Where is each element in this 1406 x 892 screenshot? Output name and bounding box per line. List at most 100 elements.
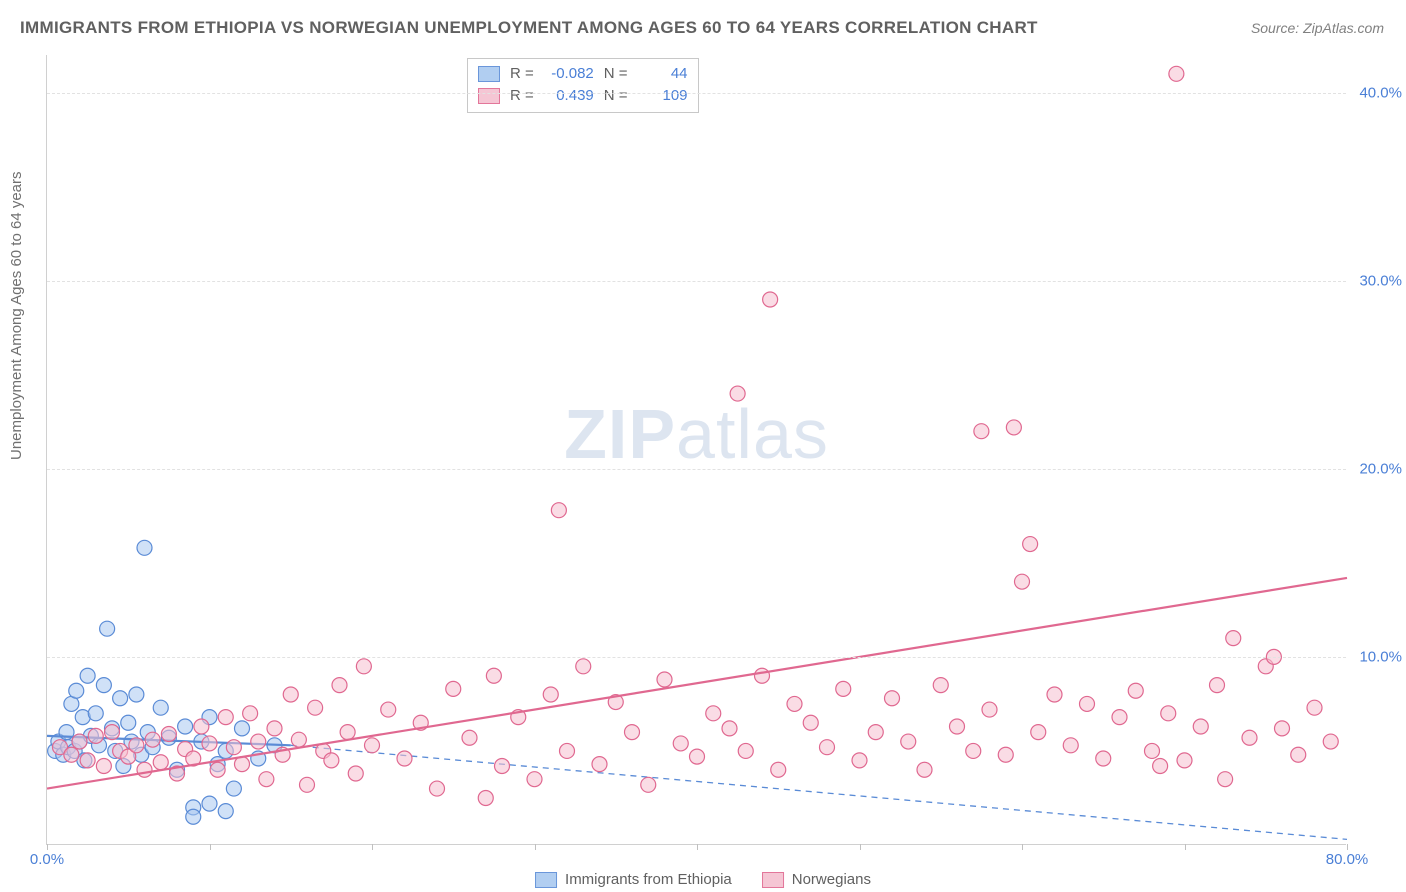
data-point	[551, 503, 566, 518]
data-point	[365, 738, 380, 753]
legend: Immigrants from Ethiopia Norwegians	[535, 871, 871, 888]
data-point	[917, 762, 932, 777]
data-point	[462, 730, 477, 745]
correlation-chart: IMMIGRANTS FROM ETHIOPIA VS NORWEGIAN UN…	[0, 0, 1406, 892]
data-point	[202, 796, 217, 811]
data-point	[1047, 687, 1062, 702]
data-point	[1096, 751, 1111, 766]
data-point	[738, 743, 753, 758]
data-point	[96, 678, 111, 693]
legend-item-a: Immigrants from Ethiopia	[535, 871, 732, 888]
data-point	[1153, 759, 1168, 774]
data-point	[852, 753, 867, 768]
data-point	[235, 721, 250, 736]
y-tick-label: 40.0%	[1359, 84, 1402, 101]
legend-swatch-b	[762, 872, 784, 888]
data-point	[397, 751, 412, 766]
data-point	[1307, 700, 1322, 715]
data-point	[763, 292, 778, 307]
data-point	[673, 736, 688, 751]
data-point	[88, 728, 103, 743]
data-point	[129, 687, 144, 702]
data-point	[1080, 696, 1095, 711]
data-point	[998, 747, 1013, 762]
data-point	[1177, 753, 1192, 768]
data-point	[1112, 710, 1127, 725]
data-point	[137, 762, 152, 777]
x-tick	[860, 844, 861, 850]
data-point	[226, 781, 241, 796]
gridline	[47, 93, 1346, 94]
data-point	[982, 702, 997, 717]
data-point	[194, 719, 209, 734]
data-point	[153, 700, 168, 715]
data-point	[1145, 743, 1160, 758]
data-point	[527, 772, 542, 787]
data-point	[625, 725, 640, 740]
data-point	[356, 659, 371, 674]
data-point	[771, 762, 786, 777]
data-point	[641, 777, 656, 792]
data-point	[486, 668, 501, 683]
data-point	[72, 734, 87, 749]
data-point	[218, 710, 233, 725]
data-point	[1128, 683, 1143, 698]
data-point	[560, 743, 575, 758]
data-point	[1242, 730, 1257, 745]
legend-swatch-a	[535, 872, 557, 888]
x-tick	[47, 844, 48, 850]
data-point	[966, 743, 981, 758]
data-point	[145, 732, 160, 747]
data-point	[592, 757, 607, 772]
data-point	[820, 740, 835, 755]
data-point	[300, 777, 315, 792]
data-point	[1226, 631, 1241, 646]
data-point	[755, 668, 770, 683]
data-point	[836, 681, 851, 696]
data-point	[121, 715, 136, 730]
data-point	[974, 424, 989, 439]
data-point	[543, 687, 558, 702]
data-point	[226, 740, 241, 755]
data-point	[340, 725, 355, 740]
x-tick-label: 0.0%	[30, 851, 64, 868]
data-point	[1063, 738, 1078, 753]
data-point	[1161, 706, 1176, 721]
data-point	[243, 706, 258, 721]
data-point	[446, 681, 461, 696]
data-point	[80, 668, 95, 683]
legend-label-b: Norwegians	[792, 871, 871, 888]
data-point	[1031, 725, 1046, 740]
x-tick	[697, 844, 698, 850]
data-point	[1015, 574, 1030, 589]
data-point	[259, 772, 274, 787]
y-tick-label: 10.0%	[1359, 648, 1402, 665]
x-tick	[1185, 844, 1186, 850]
data-point	[129, 738, 144, 753]
data-point	[113, 691, 128, 706]
data-point	[1023, 537, 1038, 552]
data-point	[1218, 772, 1233, 787]
data-point	[137, 540, 152, 555]
x-tick	[1022, 844, 1023, 850]
data-point	[495, 759, 510, 774]
source-attribution: Source: ZipAtlas.com	[1251, 20, 1384, 36]
data-point	[381, 702, 396, 717]
y-tick-label: 20.0%	[1359, 460, 1402, 477]
data-point	[576, 659, 591, 674]
data-point	[96, 759, 111, 774]
data-point	[291, 732, 306, 747]
y-axis-label: Unemployment Among Ages 60 to 64 years	[8, 171, 25, 460]
data-point	[69, 683, 84, 698]
data-point	[1323, 734, 1338, 749]
data-point	[178, 719, 193, 734]
data-point	[88, 706, 103, 721]
data-point	[100, 621, 115, 636]
data-point	[1193, 719, 1208, 734]
gridline	[47, 469, 1346, 470]
data-point	[308, 700, 323, 715]
data-point	[478, 790, 493, 805]
data-point	[430, 781, 445, 796]
data-point	[218, 804, 233, 819]
data-point	[1210, 678, 1225, 693]
